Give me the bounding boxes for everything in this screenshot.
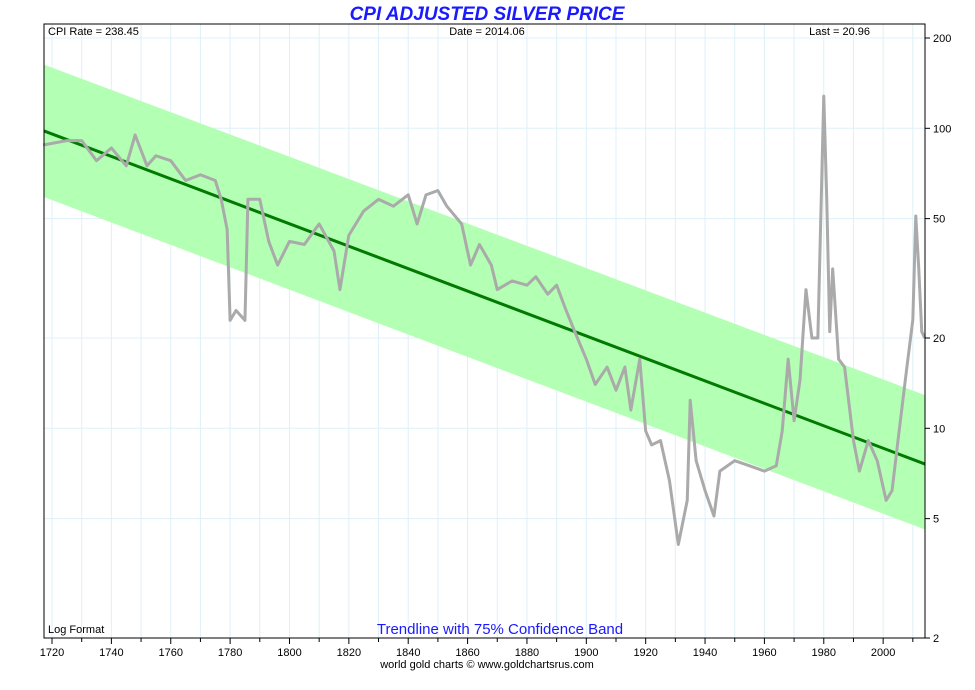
x-tick-label: 1780 [218, 647, 242, 659]
y-tick-label: 10 [933, 423, 945, 435]
x-tick-label: 1960 [752, 647, 776, 659]
x-tick-label: 1980 [812, 647, 836, 659]
x-tick-label: 1820 [337, 647, 361, 659]
x-tick-label: 1940 [693, 647, 717, 659]
log-format-label: Log Format [48, 624, 104, 636]
date-label: Date = 2014.06 [449, 26, 525, 38]
last-label: Last = 20.96 [809, 26, 870, 38]
annotation: Trendline with 75% Confidence Band [377, 621, 623, 638]
chart-title: CPI ADJUSTED SILVER PRICE [350, 4, 626, 25]
silver-price-series [42, 94, 927, 546]
y-tick-label: 50 [933, 214, 945, 226]
y-tick-label: 200 [933, 33, 951, 45]
y-tick-label: 20 [933, 333, 945, 345]
x-tick-label: 1800 [277, 647, 301, 659]
x-tick-label: 1920 [633, 647, 657, 659]
axes: 1720 1740 1760 1780 1800 1820 1840 1860 1880 1900… [40, 33, 952, 659]
x-tick-label: 1880 [515, 647, 539, 659]
trendline [43, 129, 926, 466]
cpi-rate-label: CPI Rate = 238.45 [48, 26, 139, 38]
x-tick-label: 1860 [455, 647, 479, 659]
credit: world gold charts © www.goldchartsrus.co… [379, 659, 594, 671]
x-tick-label: 1900 [574, 647, 598, 659]
y-tick-label: 2 [933, 633, 939, 645]
x-tick-label: 1720 [40, 647, 64, 659]
plot-frame [43, 23, 926, 639]
x-tick-label: 1840 [396, 647, 420, 659]
x-tick-label: 1740 [99, 647, 123, 659]
y-tick-label: 100 [933, 123, 951, 135]
x-tick-label: 2000 [871, 647, 895, 659]
x-tick-label: 1760 [159, 647, 183, 659]
y-tick-label: 5 [933, 514, 939, 526]
